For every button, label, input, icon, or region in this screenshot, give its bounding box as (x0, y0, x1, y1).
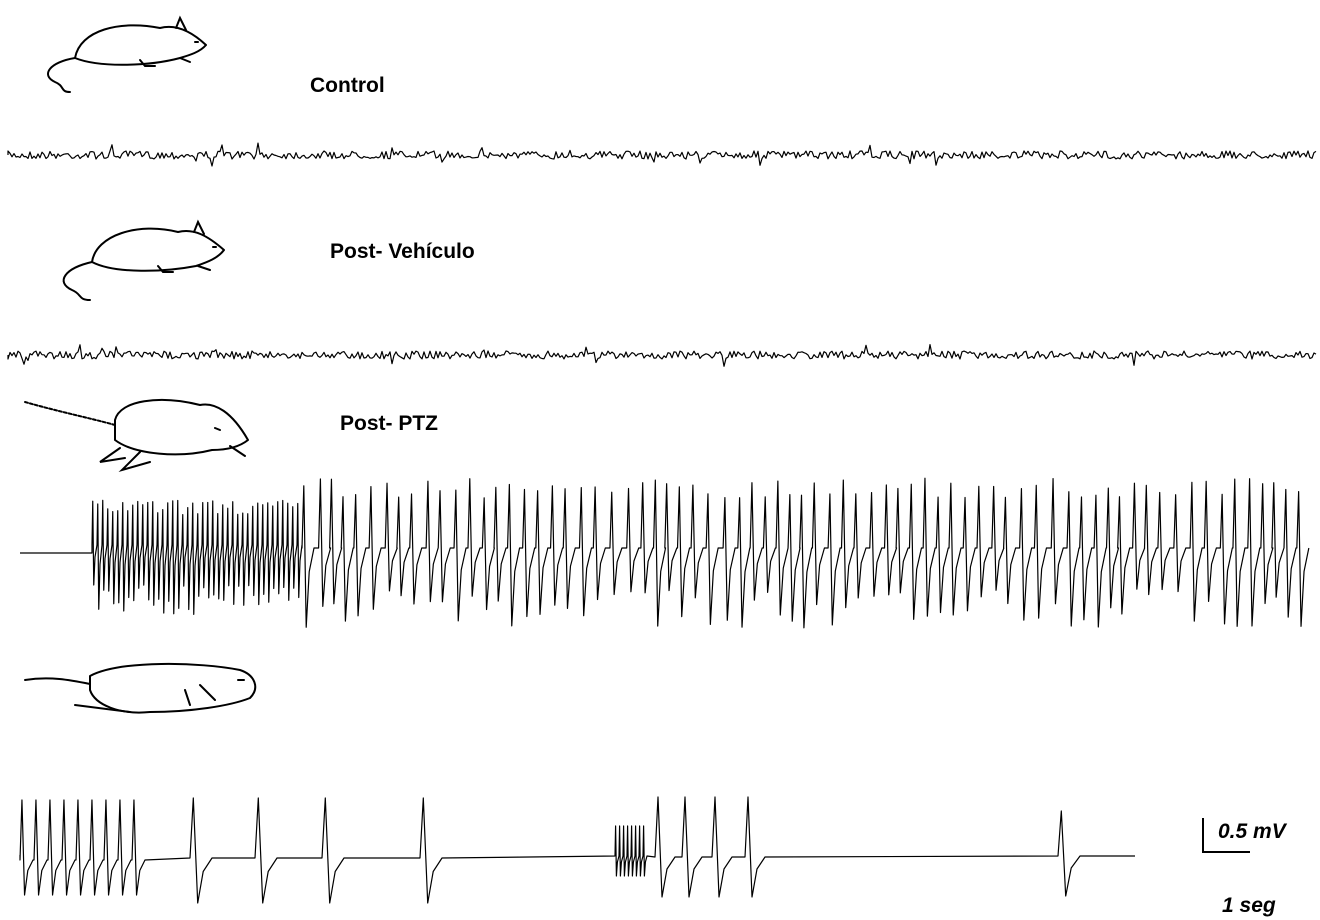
figure: Control Post- Vehículo Post- PTZ 0.5 mV … (0, 0, 1320, 920)
eeg-trace (20, 478, 1309, 628)
scale-voltage: 0.5 mV (1218, 820, 1288, 843)
rat-drawing (64, 222, 224, 300)
panel-label: Post- Vehículo (330, 240, 475, 263)
rat-drawing (25, 400, 248, 470)
rat-drawing (25, 664, 255, 713)
eeg-trace (20, 797, 1135, 903)
eeg-trace (8, 345, 1316, 367)
panel-label: Post- PTZ (340, 412, 438, 435)
panel-label: Control (310, 74, 385, 97)
rat-drawing (48, 18, 206, 92)
scale-time: 1 seg (1222, 894, 1276, 917)
eeg-trace (8, 143, 1316, 166)
